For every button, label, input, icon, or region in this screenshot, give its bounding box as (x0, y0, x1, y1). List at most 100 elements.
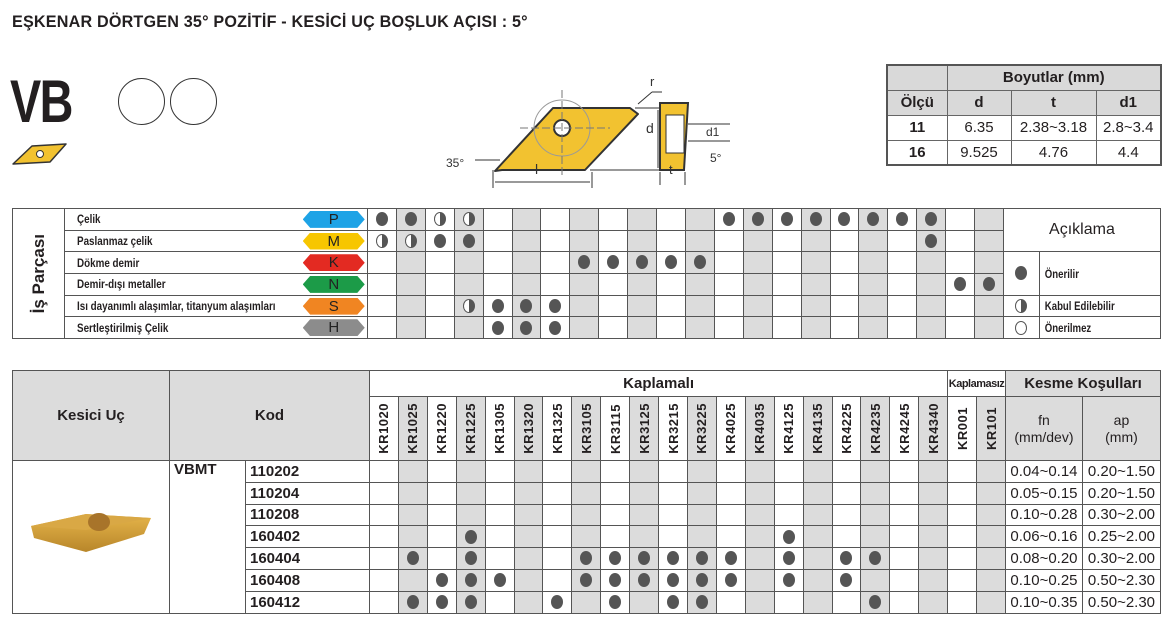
recommended-dot-icon (722, 212, 735, 227)
grade-column-header: KR4235 (860, 396, 891, 461)
grade-name: KR3115 (607, 403, 623, 454)
grade-cell (686, 590, 717, 614)
iso-badge: P (302, 210, 365, 228)
d1-cell: 2.8~3.4 (1095, 114, 1162, 141)
grade-cell (858, 273, 889, 296)
recommended-dot-icon (491, 320, 504, 335)
grade-cell (916, 294, 947, 318)
iso-badge-cell: N (300, 273, 368, 296)
insert-image-cell (12, 460, 170, 614)
grade-cell (742, 273, 773, 296)
grade-cell (424, 273, 455, 296)
ap-value: 0.25~2.00 (1081, 525, 1161, 549)
grade-cell (831, 547, 862, 570)
grade-name: KR3125 (636, 403, 652, 454)
grade-cell (424, 316, 455, 340)
grade-cell (831, 568, 862, 592)
grade-cell (397, 460, 428, 483)
grade-cell (918, 547, 949, 570)
recommended-dot-icon (724, 551, 737, 566)
grade-cell (860, 460, 891, 483)
grade-cell (369, 481, 399, 505)
grade-cell (945, 251, 976, 275)
grade-cell (540, 251, 571, 275)
grade-cell (455, 525, 486, 549)
material-name: Demir-dışı metaller (64, 273, 301, 296)
recommended-dot-icon (867, 212, 880, 227)
grade-column-header: KR3225 (686, 396, 717, 461)
grade-cell (945, 316, 976, 340)
grade-cell (656, 208, 686, 231)
grade-cell (744, 460, 775, 483)
grade-cell (627, 316, 658, 340)
grade-cell (947, 503, 978, 527)
grade-cell (656, 229, 686, 253)
iso-badge-cell: H (300, 316, 368, 340)
grade-cell (684, 294, 715, 318)
grade-cell (569, 294, 600, 318)
acceptable-half-dot-icon (462, 298, 475, 313)
grade-cell (742, 294, 773, 318)
grade-cell (369, 547, 399, 570)
recommended-dot-icon (375, 212, 388, 227)
grade-column-header: KR1320 (513, 396, 544, 461)
grade-cell (744, 503, 775, 527)
grade-cell (771, 316, 802, 340)
grade-cell (916, 251, 947, 275)
acceptable-half-dot-icon (404, 233, 417, 248)
grade-cell (397, 525, 428, 549)
t-cell: 2.38~3.18 (1010, 114, 1097, 141)
grade-cell (513, 590, 544, 614)
grade-column-header: KR1325 (542, 396, 573, 461)
grade-cell (569, 316, 600, 340)
grade-cell (773, 481, 804, 505)
grade-cell (918, 568, 949, 592)
grade-cell (829, 251, 860, 275)
material-name-text: Paslanmaz çelik (77, 234, 153, 249)
recommended-dot-icon (464, 529, 477, 544)
grade-cell (600, 481, 631, 505)
grade-cell (974, 273, 1004, 296)
grade-cell (771, 229, 802, 253)
grade-cell (945, 273, 976, 296)
grade-cell (860, 547, 891, 570)
grade-cell (629, 568, 660, 592)
grade-cell (571, 547, 602, 570)
grade-cell (860, 590, 891, 614)
grade-cell (513, 503, 544, 527)
legend-label-text: Önerilir (1044, 266, 1079, 281)
grade-cell (369, 568, 399, 592)
grade-cell (453, 251, 484, 275)
column-header: t (1010, 89, 1097, 116)
grade-cell (831, 590, 862, 614)
grade-cell (860, 525, 891, 549)
grade-cell (686, 547, 717, 570)
grade-cell (600, 590, 631, 614)
recommended-dot-icon (435, 573, 448, 588)
grade-cell (976, 460, 1006, 483)
grade-cell (600, 460, 631, 483)
grade-cell (569, 229, 600, 253)
grade-cell (771, 251, 802, 275)
grade-column-header: KR3215 (658, 396, 688, 461)
recommended-dot-icon (491, 298, 504, 313)
grade-cell (715, 547, 746, 570)
fn-value: 0.06~0.16 (1004, 525, 1083, 549)
legend-label: Önerilmez (1038, 316, 1161, 340)
grade-cell (947, 568, 978, 592)
grade-cell (511, 251, 542, 275)
grade-name: KR3215 (665, 403, 681, 454)
grade-cell (511, 294, 542, 318)
grade-cell (889, 590, 920, 614)
dimensions-header: Boyutlar (mm) (946, 64, 1162, 91)
grade-cell (600, 547, 631, 570)
grade-cell (482, 208, 513, 231)
grade-cell (658, 547, 688, 570)
ap-value: 0.50~2.30 (1081, 590, 1161, 614)
grade-cell (831, 503, 862, 527)
grade-column-header: KR4035 (744, 396, 775, 461)
grade-cell (395, 251, 426, 275)
table-row: 160412 0.10~0.35 0.50~2.30 (13, 590, 1161, 614)
grade-cell (455, 481, 486, 505)
material-name: Paslanmaz çelik (64, 229, 301, 253)
